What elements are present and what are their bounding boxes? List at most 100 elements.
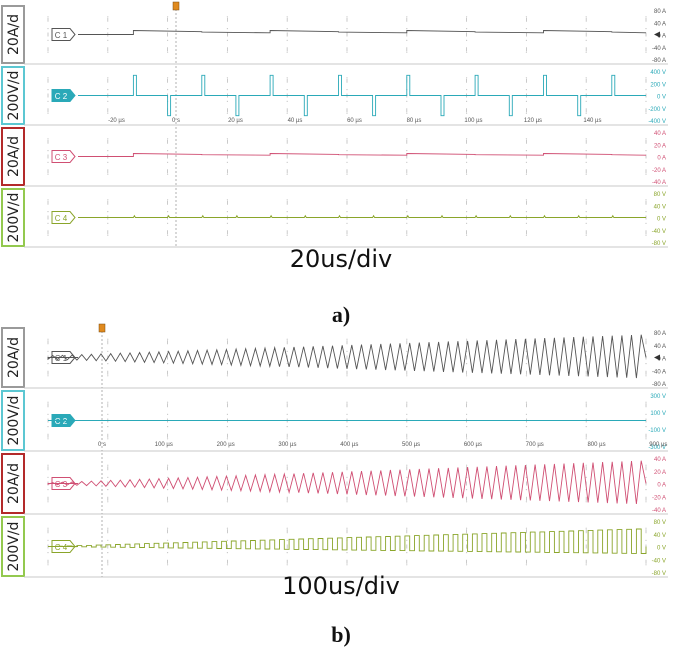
grid-dot bbox=[585, 476, 587, 478]
grid-dot bbox=[406, 527, 408, 529]
grid-dot bbox=[466, 375, 468, 377]
grid-dot bbox=[645, 28, 647, 30]
grid-dot bbox=[346, 363, 348, 365]
time-tick-label: 600 µs bbox=[464, 442, 482, 448]
grid-dot bbox=[226, 426, 228, 428]
grid-dot bbox=[585, 112, 587, 114]
grid-dot bbox=[47, 161, 49, 163]
grid-dot bbox=[226, 363, 228, 365]
grid-dot bbox=[585, 375, 587, 377]
grid-dot bbox=[107, 77, 109, 79]
channel-tick-label: -40 A bbox=[652, 508, 666, 514]
grid-dot bbox=[226, 173, 228, 175]
grid-dot bbox=[466, 552, 468, 554]
grid-dot bbox=[346, 112, 348, 114]
grid-dot bbox=[226, 39, 228, 42]
grid-dot bbox=[585, 28, 587, 30]
channel-tick-label: -80 V bbox=[652, 571, 666, 577]
grid-dot bbox=[585, 501, 587, 503]
grid-dot bbox=[226, 564, 228, 566]
grid-dot bbox=[107, 527, 109, 529]
grid-dot bbox=[406, 28, 408, 30]
grid-dot bbox=[286, 28, 288, 30]
channel-tag-1: C 1 bbox=[51, 28, 76, 41]
grid-dot bbox=[286, 426, 288, 428]
grid-dot bbox=[645, 51, 647, 53]
grid-dot bbox=[406, 539, 408, 542]
time-tick-label: 60 µs bbox=[347, 118, 362, 124]
grid-dot bbox=[406, 173, 408, 175]
grid-dot bbox=[107, 464, 109, 466]
grid-dot bbox=[346, 476, 348, 478]
grid-dot bbox=[346, 464, 348, 466]
grid-dot bbox=[167, 138, 169, 140]
grid-dot bbox=[226, 401, 228, 403]
grid-dot bbox=[645, 426, 647, 428]
grid-dot bbox=[47, 77, 49, 79]
grid-dot bbox=[466, 438, 468, 440]
channel-scale-frame bbox=[1, 127, 25, 186]
grid-dot bbox=[107, 211, 109, 213]
channel-scale-label: 200V/d bbox=[6, 193, 22, 243]
grid-dot bbox=[645, 77, 647, 79]
channel-tag-shape bbox=[51, 150, 76, 163]
grid-dot bbox=[226, 527, 228, 529]
grid-dot bbox=[585, 211, 587, 213]
waveform-4 bbox=[78, 214, 646, 218]
channel-tick-label: 80 A bbox=[654, 331, 666, 337]
channel-tick-label: 40 A bbox=[654, 21, 666, 27]
grid-dot bbox=[107, 375, 109, 377]
grid-dot bbox=[406, 564, 408, 566]
grid-dot bbox=[167, 161, 169, 163]
grid-dot bbox=[167, 564, 169, 566]
grid-dot bbox=[525, 77, 528, 79]
channel-tick-label: -20 A bbox=[652, 495, 666, 501]
grid-dot bbox=[406, 51, 408, 53]
grid-dot bbox=[286, 552, 288, 554]
grid-dot bbox=[107, 234, 109, 236]
grid-dot bbox=[645, 363, 647, 365]
grid-dot bbox=[406, 211, 408, 213]
grid-dot bbox=[47, 539, 49, 542]
grid-dot bbox=[585, 426, 587, 428]
trigger-marker-icon bbox=[98, 323, 106, 333]
grid-dot bbox=[47, 438, 49, 440]
grid-dot bbox=[466, 89, 468, 91]
grid-dot bbox=[286, 150, 288, 152]
channel-tick-label: 100 V bbox=[650, 411, 666, 417]
grid-dot bbox=[286, 363, 288, 365]
channel-tick-label: 40 A bbox=[654, 131, 666, 137]
grid-dot bbox=[107, 222, 109, 224]
grid-dot bbox=[167, 464, 169, 466]
grid-dot bbox=[167, 552, 169, 554]
grid-dot bbox=[226, 413, 228, 415]
grid-dot bbox=[226, 222, 228, 224]
level-marker-icon bbox=[654, 354, 660, 361]
time-tick-label: 20 µs bbox=[228, 118, 243, 124]
grid-dot bbox=[645, 100, 647, 102]
grid-dot bbox=[167, 476, 169, 478]
grid-dot bbox=[346, 350, 348, 352]
grid-dot bbox=[346, 426, 348, 428]
channel-strip-4: 200V/d C 4 80 V 40 V 0 V -40 V -80 V bbox=[1, 516, 668, 578]
channel-scale-label: 200V/d bbox=[6, 71, 22, 121]
grid-dot bbox=[525, 234, 528, 236]
grid-dot bbox=[167, 501, 169, 503]
grid-dot bbox=[167, 338, 169, 340]
grid-dot bbox=[466, 100, 468, 102]
grid-dot bbox=[466, 77, 468, 79]
grid-dot bbox=[585, 350, 587, 352]
trigger-marker-icon bbox=[172, 1, 180, 11]
grid-dot bbox=[107, 564, 109, 566]
grid-dot bbox=[645, 222, 647, 224]
channel-scale-label: 20A/d bbox=[6, 463, 22, 504]
grid-dot bbox=[47, 222, 49, 224]
grid-dot bbox=[525, 464, 528, 466]
time-tick-label: 700 µs bbox=[526, 442, 544, 448]
grid-dot bbox=[525, 564, 528, 566]
grid-dot bbox=[107, 161, 109, 163]
grid-dot bbox=[286, 222, 288, 224]
grid-dot bbox=[466, 489, 468, 491]
grid-dot bbox=[107, 39, 109, 42]
